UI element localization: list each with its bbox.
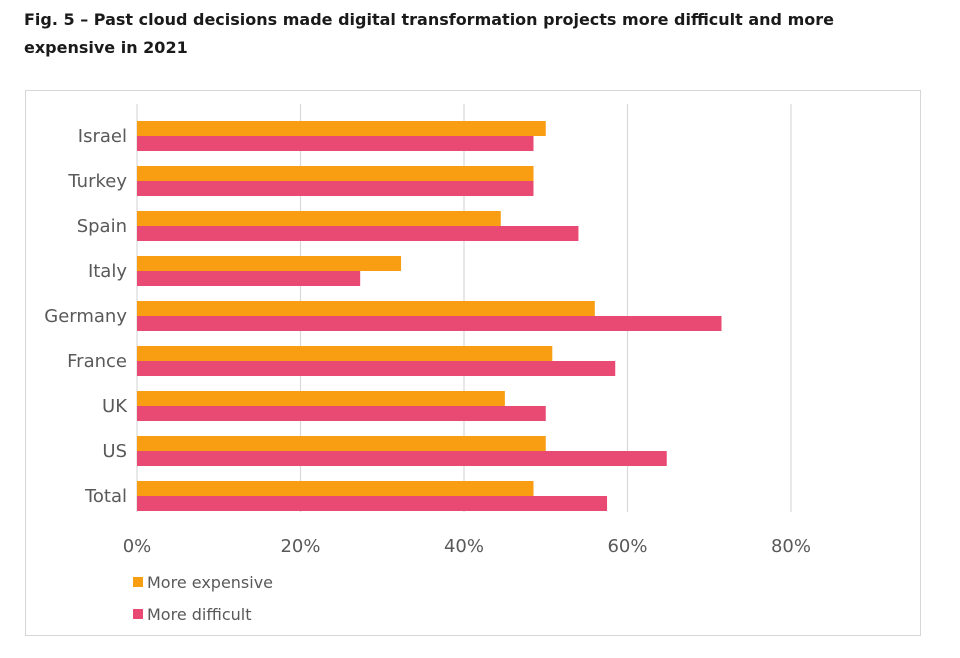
bar-more-expensive (137, 166, 534, 181)
bar-more-expensive (137, 211, 501, 226)
legend: More expensive More difficult (133, 573, 273, 624)
bar-more-difficult (137, 361, 616, 376)
bar-more-difficult (137, 271, 361, 286)
bar-more-expensive (137, 346, 553, 361)
bar-more-expensive (137, 301, 595, 316)
chart-title: Fig. 5 – Past cloud decisions made digit… (24, 10, 834, 57)
chart-frame (25, 90, 921, 636)
bar-more-difficult (137, 181, 534, 196)
category-label: Italy (88, 261, 127, 282)
bar-more-difficult (137, 226, 579, 241)
bar-more-difficult (137, 316, 722, 331)
bar-more-expensive (137, 481, 534, 496)
bars (137, 121, 722, 511)
bar-more-expensive (137, 256, 402, 271)
category-label: Germany (44, 306, 127, 327)
category-label: UK (102, 396, 128, 417)
legend-swatch (133, 577, 143, 587)
bar-more-expensive (137, 391, 505, 406)
x-tick-label: 20% (280, 536, 320, 557)
category-label: US (102, 441, 127, 462)
bar-more-difficult (137, 496, 608, 511)
category-label: Israel (78, 126, 127, 147)
x-tick-label: 60% (607, 536, 647, 557)
x-tick-label: 0% (123, 536, 152, 557)
legend-swatch (133, 609, 143, 619)
category-label: France (67, 351, 127, 372)
x-tick-label: 40% (444, 536, 484, 557)
category-label: Total (84, 486, 127, 507)
legend-label: More expensive (147, 573, 273, 592)
bar-more-difficult (137, 406, 546, 421)
bar-more-difficult (137, 451, 667, 466)
bar-more-expensive (137, 121, 546, 136)
bar-more-expensive (137, 436, 546, 451)
category-label: Turkey (67, 171, 127, 192)
category-label: Spain (77, 216, 127, 237)
legend-label: More difficult (147, 605, 251, 624)
x-tick-label: 80% (771, 536, 811, 557)
axis-labels: 0% 20% 40% 60% 80% Israel Turkey Spain Italy Germ… (44, 126, 811, 557)
bar-more-difficult (137, 136, 534, 151)
